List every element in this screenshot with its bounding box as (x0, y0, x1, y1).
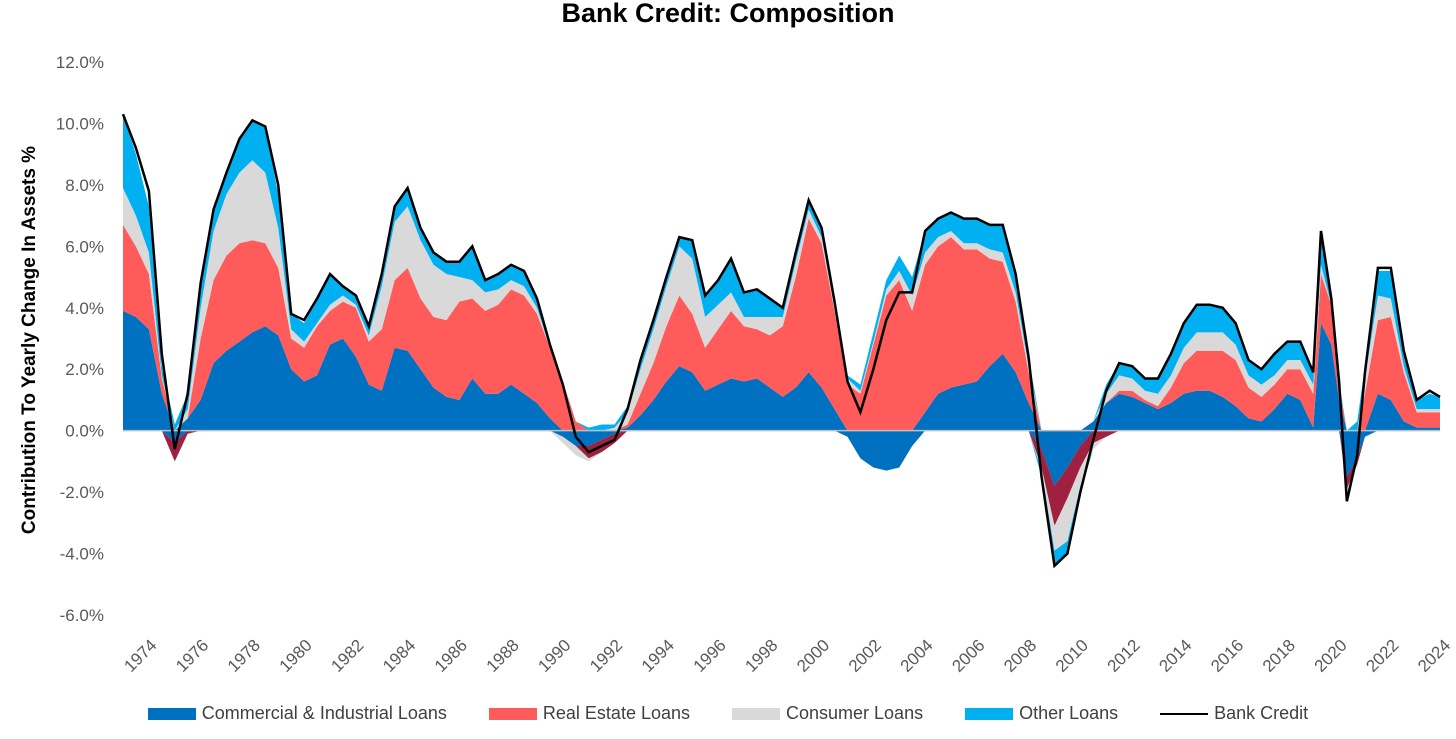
x-tick-label: 2012 (1104, 636, 1144, 676)
x-tick-label: 2024 (1414, 636, 1454, 676)
x-tick-label: 1990 (534, 636, 574, 676)
area-other-positive (123, 114, 1440, 431)
area-ci-positive (123, 310, 1440, 431)
x-tick-label: 2022 (1362, 636, 1402, 676)
chart-svg: 12.0% 10.0% 8.0% 6.0% 4.0% 2.0% 0.0% -2.0% -4.0%… (56, 53, 1454, 676)
legend-line-bank-credit (1160, 712, 1209, 715)
x-tick-label: 2014 (1155, 636, 1195, 676)
x-tick-label: 1984 (379, 636, 419, 676)
x-tick-label: 1994 (638, 636, 678, 676)
area-ci-negative (123, 430, 1440, 486)
x-tick-label: 1992 (586, 636, 626, 676)
area-other-negative (123, 430, 1440, 566)
x-tick-label: 2018 (1259, 636, 1299, 676)
y-tick-label: 10.0% (56, 114, 104, 133)
legend-label-ci: Commercial & Industrial Loans (201, 703, 447, 723)
x-tick-label: 1974 (120, 636, 160, 676)
legend-swatch-consumer (732, 707, 780, 720)
legend-item-consumer: Consumer Loans (732, 703, 923, 724)
legend-item-bank-credit: Bank Credit (1160, 703, 1308, 724)
legend-swatch-real-estate (488, 707, 537, 720)
y-tick-label: -4.0% (60, 545, 104, 564)
y-tick-label: -6.0% (60, 606, 104, 625)
x-tick-label: 2006 (948, 636, 988, 676)
x-tick-label: 1986 (431, 636, 471, 676)
chart-title: Bank Credit: Composition (561, 0, 895, 28)
y-tick-label: -2.0% (60, 483, 104, 502)
y-tick-label: 4.0% (65, 299, 104, 318)
legend-label-other: Other Loans (1019, 703, 1119, 723)
stacked-areas (123, 114, 1440, 566)
x-tick-label: 2002 (845, 636, 885, 676)
legend-swatch-other (965, 707, 1014, 720)
area-consumer-negative (123, 430, 1440, 551)
x-tick-label: 1996 (690, 636, 730, 676)
legend-swatch-ci (147, 707, 196, 720)
legend-item-other: Other Loans (965, 703, 1118, 724)
x-tick-label: 2020 (1311, 636, 1351, 676)
x-tick-label: 2004 (897, 636, 937, 676)
series-line-bank-credit (121, 113, 1441, 569)
x-tick-label: 2016 (1207, 636, 1247, 676)
x-tick-label: 2010 (1052, 636, 1092, 676)
x-tick-label: 1976 (172, 636, 212, 676)
x-tick-labels: 1974 1976 1978 1980 1982 1984 1986 1988 1990 1992… (120, 636, 1454, 676)
legend-item-ci: Commercial & Industrial Loans (147, 703, 447, 724)
x-tick-label: 1982 (327, 636, 367, 676)
x-tick-label: 1988 (483, 636, 523, 676)
y-tick-label: 12.0% (56, 53, 104, 72)
area-re-negative (123, 430, 1440, 526)
y-tick-labels: 12.0% 10.0% 8.0% 6.0% 4.0% 2.0% 0.0% -2.0% -4.0%… (56, 53, 104, 625)
x-tick-label: 1998 (741, 636, 781, 676)
legend-item-real-estate: Real Estate Loans (488, 703, 690, 724)
y-tick-label: 8.0% (65, 176, 104, 195)
y-tick-label: 2.0% (65, 360, 104, 379)
x-tick-label: 2000 (793, 636, 833, 676)
x-tick-label: 1980 (276, 636, 316, 676)
legend: Commercial & Industrial Loans Real Estat… (0, 703, 1456, 724)
y-tick-label: 6.0% (65, 237, 104, 256)
legend-label-real-estate: Real Estate Loans (542, 703, 690, 723)
area-re-positive (123, 218, 1440, 431)
legend-label-consumer: Consumer Loans (786, 703, 924, 723)
x-tick-label: 1978 (224, 636, 264, 676)
area-consumer-positive (123, 160, 1440, 431)
y-tick-label: 0.0% (65, 422, 104, 441)
legend-label-bank-credit: Bank Credit (1214, 703, 1309, 723)
x-tick-label: 2008 (1000, 636, 1040, 676)
